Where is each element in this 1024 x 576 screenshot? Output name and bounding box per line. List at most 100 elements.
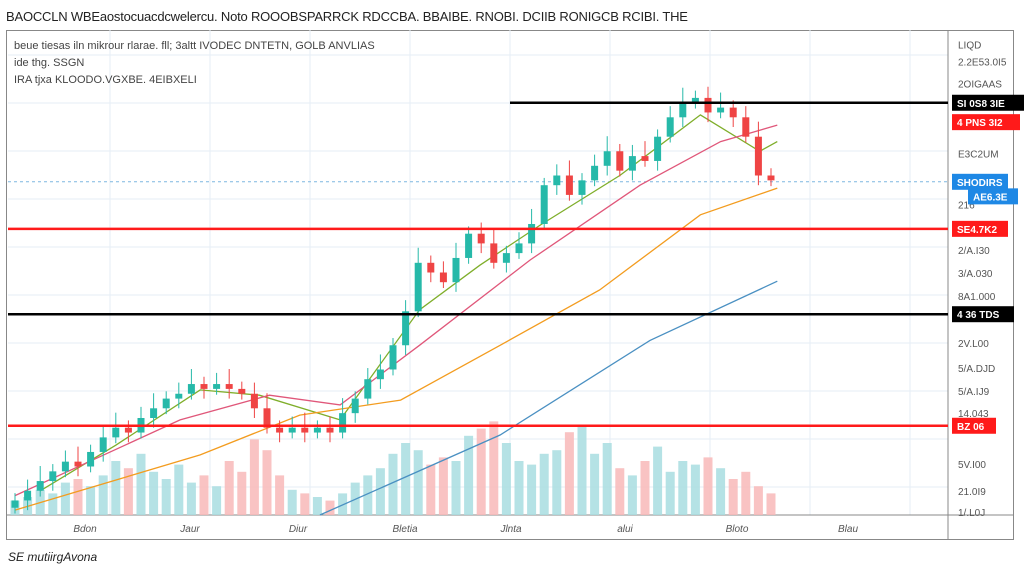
candle [603,136,611,176]
y-tick-label: 216 [958,201,975,212]
volume-bar [476,428,486,515]
volume-bar [703,457,713,515]
price-tag-label: BZ 06 [957,422,985,433]
candle [704,86,712,123]
volume-bar [615,468,625,515]
volume-bar [60,482,70,515]
candle [616,143,624,177]
candle [175,382,183,409]
candle-body [565,175,573,195]
candle-body [528,224,536,244]
candle [427,255,435,283]
candle-body [452,257,460,283]
candle [364,368,372,405]
price-tag-label: SI 0S8 3IE [957,99,1005,110]
candle [124,420,132,443]
volume-bar [224,461,234,515]
candle [679,87,687,127]
x-tick-label: Jaur [179,524,200,535]
candle [313,420,321,439]
volume-bar [690,464,700,515]
candle [11,493,19,514]
volume-bar [577,425,587,515]
candle [717,92,725,119]
candle [150,393,158,428]
y-tick-label: 21.0I9 [958,487,986,498]
candle [187,369,195,400]
candle [326,416,334,443]
candle-body [591,165,599,181]
candle [301,412,309,443]
candle-body [213,384,221,389]
candle [24,479,32,511]
volume-bar [300,493,310,515]
volume-bar [262,450,272,515]
candle-body [339,413,347,433]
y-tick-label: 2OIGAAS [958,79,1002,90]
candle [74,446,82,477]
x-tick-label: Diur [289,524,308,535]
candle [565,160,573,201]
candle-body [729,107,737,118]
volume-bar [111,461,121,515]
candle-body [187,384,195,394]
candle-body [654,136,662,161]
candle [414,247,422,318]
candle [465,226,473,264]
candle-body [704,97,712,113]
candle [87,444,95,473]
candle-body [200,384,208,389]
candle-body [628,156,636,171]
volume-bar [451,461,461,515]
candle [389,337,397,376]
volume-bar [212,486,222,515]
candle [502,245,510,273]
volume-bar [514,461,524,515]
candle [691,90,699,109]
y-tick-label: 5V.I00 [958,460,986,471]
volume-bar [48,493,58,515]
candle [376,354,384,389]
candle-body [175,393,183,399]
candle-body [99,437,107,452]
x-tick-label: Bdon [73,524,97,535]
volume-bar [501,443,511,515]
candle-body [288,427,296,433]
volume-bar [249,439,259,515]
candle [515,232,523,259]
moving-average-ma-long [319,280,778,516]
price-tag [952,306,1014,323]
volume-bar [325,500,335,515]
price-tag-label: 4 PNS 3I2 [957,118,1003,129]
volume-bar [149,471,159,515]
candle-body [679,102,687,118]
price-tag [968,188,1018,205]
candle-body [439,272,447,283]
x-tick-label: Blau [838,524,858,535]
volume-bar [338,493,348,515]
candle [339,398,347,439]
moving-average-ma-mid_long [14,187,778,511]
candle [754,121,762,186]
candle-body [313,427,321,433]
candle [666,106,674,143]
candle-body [263,408,271,428]
volume-bar [627,475,637,515]
volume-bar [527,464,537,515]
legend-line-3: IRA tjxa KLOODO.VGXBE. 4EIBXELI [14,74,197,86]
candle-body [150,408,158,418]
candle-body [754,136,762,176]
candle [61,450,69,478]
volume-bar [438,457,448,515]
volume-bar [489,421,499,515]
volume-bar [186,482,196,515]
x-tick-label: Bloto [726,524,749,535]
candle-body [112,427,120,438]
y-tick-label: 1/.L0J [958,508,985,519]
y-tick-label: 14.043 [958,409,989,420]
y-tick-label: 8A1.000 [958,292,996,303]
candle [402,300,410,355]
candle-body [74,461,82,467]
candle [477,222,485,254]
